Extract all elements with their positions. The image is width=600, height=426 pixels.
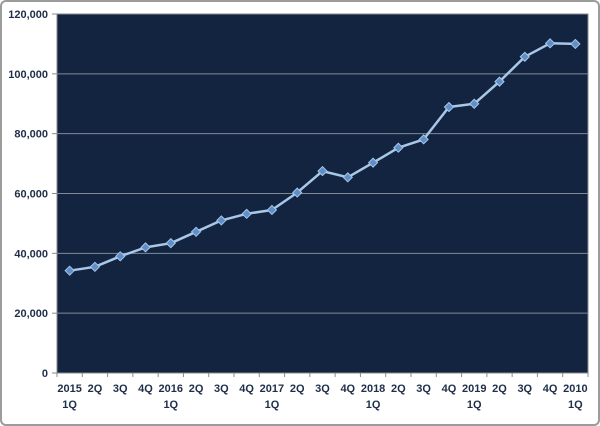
x-tick-label: 2Q	[290, 383, 305, 395]
x-tick-label: 2019	[462, 383, 486, 395]
x-tick-label: 4Q	[442, 383, 457, 395]
data-point-marker	[418, 134, 429, 145]
data-point-marker	[469, 98, 480, 109]
x-tick-label: 4Q	[340, 383, 355, 395]
x-tick-label: 3Q	[517, 383, 532, 395]
x-tick-label: 2Q	[189, 383, 204, 395]
x-tick-label: 3Q	[113, 383, 128, 395]
data-point-marker	[216, 215, 227, 226]
x-tick-label: 2Q	[492, 383, 507, 395]
x-tick-label: 3Q	[315, 383, 330, 395]
data-point-marker	[570, 38, 581, 50]
y-tick-label: 120,000	[8, 9, 48, 21]
data-point-marker	[317, 165, 328, 177]
y-tick-label: 100,000	[8, 69, 48, 81]
data-point-marker	[342, 172, 353, 183]
data-point-marker	[115, 251, 126, 262]
x-tick-label: 4Q	[239, 383, 254, 395]
y-tick-label: 80,000	[14, 129, 48, 141]
x-tick-label: 2015	[57, 383, 81, 395]
x-tick-label: 1Q	[366, 399, 381, 411]
data-point-marker	[266, 204, 278, 216]
data-point-marker	[89, 261, 101, 273]
x-tick-label: 2010	[563, 383, 587, 395]
y-tick-label: 20,000	[14, 308, 48, 320]
x-tick-label: 2016	[159, 383, 183, 395]
x-tick-label: 1Q	[265, 399, 280, 411]
x-tick-label: 2Q	[88, 383, 103, 395]
x-tick-label: 1Q	[163, 399, 178, 411]
x-tick-label: 1Q	[62, 399, 77, 411]
x-tick-label: 3Q	[416, 383, 431, 395]
data-point-marker	[393, 142, 404, 153]
x-tick-label: 4Q	[543, 383, 558, 395]
x-tick-label: 1Q	[568, 399, 583, 411]
data-point-marker	[140, 242, 151, 253]
data-point-marker	[190, 226, 202, 238]
y-tick-label: 40,000	[14, 248, 48, 260]
data-point-marker	[494, 76, 505, 87]
plot-border	[56, 13, 589, 374]
x-tick-label: 2018	[361, 383, 385, 395]
x-tick-label: 3Q	[214, 383, 229, 395]
data-point-marker	[367, 157, 379, 168]
data-point-marker	[64, 265, 75, 276]
y-tick-label: 0	[42, 368, 48, 380]
data-point-marker	[544, 38, 556, 49]
x-tick-label: 2Q	[391, 383, 406, 395]
data-point-marker	[519, 51, 530, 62]
x-tick-label: 2017	[260, 383, 284, 395]
x-tick-label: 1Q	[467, 399, 482, 411]
x-tick-label: 4Q	[138, 383, 153, 395]
y-tick-label: 60,000	[14, 189, 48, 201]
data-point-marker	[443, 101, 455, 113]
data-point-marker	[165, 237, 176, 249]
data-point-marker	[292, 187, 303, 198]
data-point-marker	[241, 208, 252, 220]
